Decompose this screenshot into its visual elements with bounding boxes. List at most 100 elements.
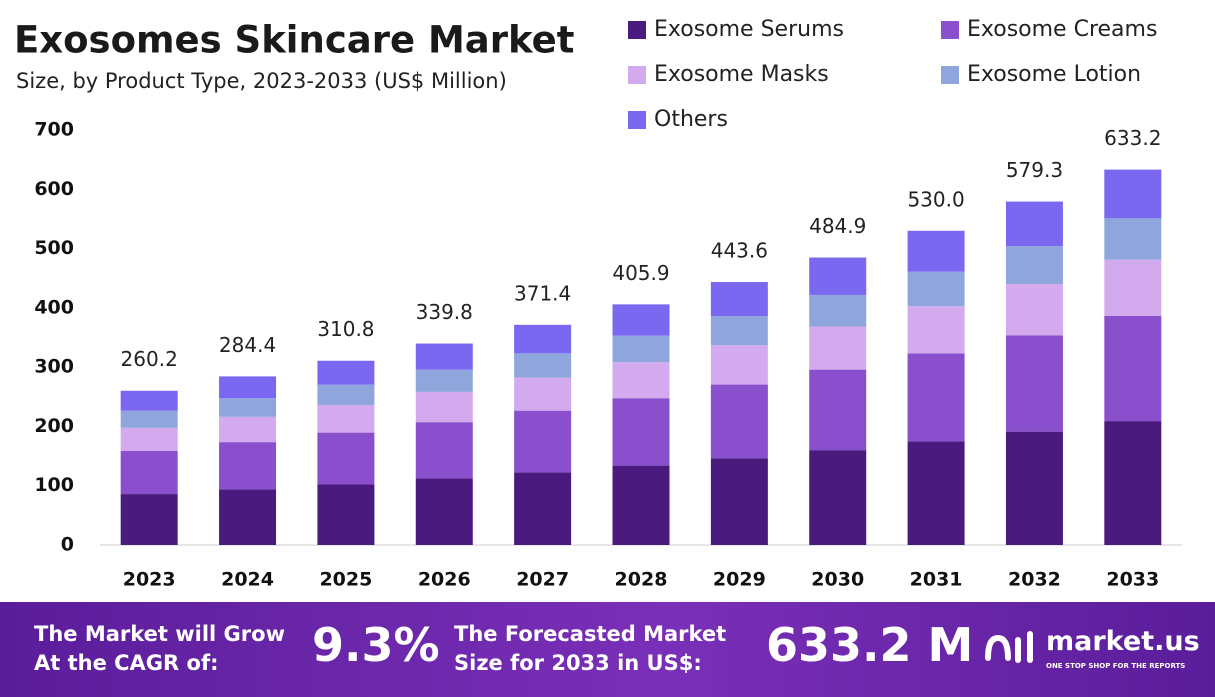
bar-segment — [514, 353, 572, 378]
y-tick-label: 200 — [34, 415, 74, 437]
total-label: 405.9 — [612, 261, 669, 285]
y-tick-label: 600 — [34, 178, 74, 200]
bar-segment — [612, 362, 670, 399]
footer: The Market will Grow At the CAGR of: 9.3… — [0, 602, 1215, 697]
forecast-text: Size for 2033 in US$: — [454, 651, 702, 675]
total-label: 579.3 — [1006, 158, 1063, 182]
bar-segment — [317, 404, 375, 433]
x-tick-label: 2033 — [1106, 569, 1159, 591]
bar-segment — [612, 304, 670, 336]
y-tick-label: 500 — [34, 237, 74, 259]
bar-segment — [1005, 246, 1063, 284]
bar-segment — [907, 441, 965, 545]
brand-name: market.us — [1046, 626, 1200, 657]
y-tick-label: 0 — [61, 534, 74, 556]
x-tick-label: 2030 — [811, 569, 864, 591]
bar-segment — [514, 324, 572, 354]
legend-label: Exosome Creams — [967, 17, 1157, 42]
legend-swatch — [941, 66, 959, 84]
cagr-text: The Market will Grow — [34, 622, 285, 646]
bar-segment — [317, 384, 375, 405]
bar-segment — [514, 472, 572, 545]
legend-label: Others — [654, 107, 728, 132]
legend-swatch — [628, 66, 646, 84]
bar-segment — [907, 230, 965, 272]
bar-segment — [317, 360, 375, 385]
x-tick-label: 2023 — [123, 569, 176, 591]
total-label: 633.2 — [1104, 126, 1161, 150]
bar-segment — [415, 369, 473, 392]
legend-swatch — [628, 21, 646, 39]
chart: Exosomes Skincare Market Size, by Produc… — [14, 17, 1182, 591]
x-tick-label: 2029 — [713, 569, 766, 591]
bar-segment — [1005, 335, 1063, 432]
bar-segment — [1104, 421, 1162, 545]
bar-segment — [120, 427, 178, 451]
bar-segment — [514, 410, 572, 473]
total-label: 371.4 — [514, 281, 571, 305]
bar-segment — [612, 465, 670, 545]
bar-segment — [120, 390, 178, 411]
bar-segment — [1104, 259, 1162, 316]
total-label: 284.4 — [219, 333, 276, 357]
bar-segment — [612, 335, 670, 363]
legend-label: Exosome Serums — [654, 17, 844, 42]
legend-swatch — [628, 111, 646, 129]
bar-segment — [317, 432, 375, 485]
total-label: 530.0 — [907, 187, 964, 211]
forecast-text: The Forecasted Market — [454, 622, 727, 646]
bar-segment — [415, 343, 473, 370]
bar-segment — [907, 353, 965, 442]
x-tick-label: 2025 — [319, 569, 372, 591]
bar-segment — [1005, 201, 1063, 247]
chart-subtitle: Size, by Product Type, 2023-2033 (US$ Mi… — [16, 69, 507, 93]
legend-swatch — [941, 21, 959, 39]
bar-segment — [907, 271, 965, 307]
bar-segment — [710, 316, 768, 346]
brand-tagline: ONE STOP SHOP FOR THE REPORTS — [1046, 662, 1186, 670]
y-tick-label: 300 — [34, 356, 74, 378]
bar-segment — [710, 458, 768, 545]
bar-segment — [219, 489, 277, 545]
x-tick-label: 2028 — [615, 569, 668, 591]
x-tick-label: 2024 — [221, 569, 274, 591]
bar-segment — [1005, 283, 1063, 336]
bar-segment — [1104, 315, 1162, 422]
brand-logo — [985, 631, 1033, 663]
chart-title: Exosomes Skincare Market — [14, 19, 574, 62]
bar-segment — [219, 416, 277, 443]
bar-segment — [317, 484, 375, 545]
total-label: 484.9 — [809, 214, 866, 238]
bar-segment — [219, 442, 277, 490]
bar-segment — [809, 326, 867, 370]
bar-segment — [907, 306, 965, 354]
bar-segment — [219, 376, 277, 399]
bar-segment — [415, 391, 473, 423]
total-label: 443.6 — [711, 239, 768, 263]
bar-segment — [809, 257, 867, 295]
bar-segment — [415, 422, 473, 479]
bar-segment — [809, 450, 867, 545]
cagr-value: 9.3% — [312, 618, 440, 672]
bar-segment — [1104, 169, 1162, 219]
y-tick-label: 400 — [34, 296, 74, 318]
bar-segment — [415, 478, 473, 545]
cagr-text: At the CAGR of: — [34, 651, 219, 675]
total-label: 339.8 — [416, 300, 473, 324]
bar-segment — [120, 410, 178, 428]
bar-segment — [120, 494, 178, 545]
legend-label: Exosome Lotion — [967, 62, 1141, 87]
x-tick-label: 2027 — [516, 569, 569, 591]
bar-segment — [612, 398, 670, 466]
bar-segment — [710, 384, 768, 459]
bar-segment — [809, 369, 867, 451]
total-label: 260.2 — [121, 347, 178, 371]
bar-segment — [120, 450, 178, 495]
x-tick-label: 2032 — [1008, 569, 1061, 591]
y-tick-label: 700 — [34, 119, 74, 141]
bar-segment — [1005, 431, 1063, 545]
total-label: 310.8 — [317, 317, 374, 341]
bar-segment — [710, 282, 768, 317]
bar-segment — [219, 398, 277, 417]
legend-label: Exosome Masks — [654, 62, 829, 87]
